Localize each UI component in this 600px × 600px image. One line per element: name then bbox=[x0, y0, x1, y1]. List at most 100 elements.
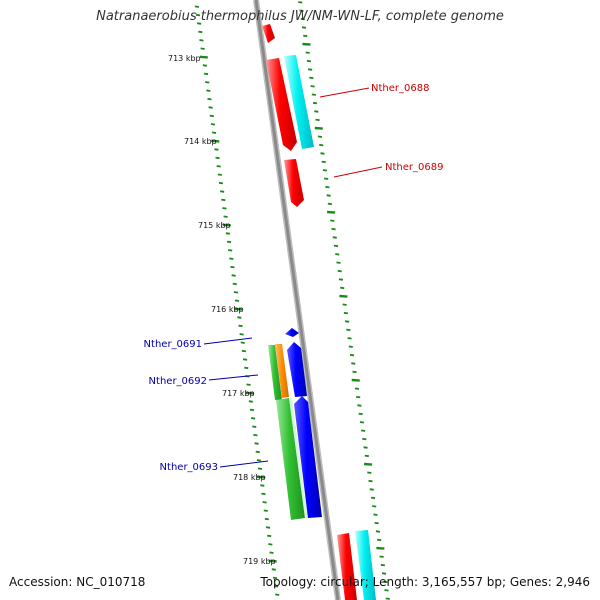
tick-minor-right bbox=[364, 454, 369, 458]
tick-minor-left bbox=[215, 156, 220, 160]
tick-minor-right bbox=[309, 76, 314, 80]
tick-label-715: 715 kbp bbox=[198, 221, 231, 230]
tick-minor-left bbox=[207, 97, 212, 101]
tick-minor-left bbox=[273, 585, 279, 588]
tick-minor-right bbox=[381, 572, 387, 575]
tick-minor-left bbox=[244, 366, 249, 370]
tick-minor-right bbox=[336, 261, 341, 264]
tick-minor-left bbox=[197, 22, 202, 25]
tick-major-left bbox=[234, 307, 243, 311]
tick-minor-left bbox=[228, 249, 233, 252]
tick-minor-right bbox=[342, 303, 347, 306]
tick-minor-left bbox=[268, 543, 273, 546]
tick-minor-left bbox=[221, 198, 226, 202]
tick-minor-right bbox=[358, 412, 363, 416]
tick-major-left bbox=[211, 139, 220, 143]
tick-minor-right bbox=[384, 589, 389, 592]
tick-marks bbox=[194, 1, 390, 600]
genome-meta-text: Topology: circular; Length: 3,165,557 bp… bbox=[260, 575, 590, 589]
tick-minor-right bbox=[333, 244, 339, 248]
leader-nther-0689 bbox=[333, 166, 383, 178]
tick-minor-left bbox=[253, 433, 258, 437]
tick-minor-right bbox=[320, 152, 325, 155]
tick-minor-right bbox=[346, 328, 351, 332]
tick-minor-left bbox=[239, 333, 244, 336]
genome-title: Natranaerobius thermophilus JW/NM-WN-LF,… bbox=[96, 9, 504, 24]
tick-minor-right bbox=[348, 345, 353, 348]
gene-label-nther-0691[interactable]: Nther_0691 bbox=[144, 339, 202, 350]
tick-minor-right bbox=[322, 169, 328, 172]
leader-nther-0688 bbox=[319, 87, 370, 98]
tick-minor-right bbox=[356, 395, 361, 399]
tick-minor-left bbox=[271, 568, 276, 571]
tick-minor-right bbox=[370, 496, 376, 500]
tick-major-right bbox=[327, 210, 336, 214]
gene-cyan-1 bbox=[284, 55, 314, 149]
tick-label-713: 713 kbp bbox=[168, 54, 201, 63]
gene-label-nther-0693[interactable]: Nther_0693 bbox=[160, 462, 218, 473]
tick-minor-right bbox=[360, 429, 366, 432]
tick-minor-left bbox=[261, 492, 266, 496]
tick-minor-right bbox=[354, 387, 360, 390]
tick-minor-left bbox=[230, 265, 235, 269]
gene-nther-0688 bbox=[266, 58, 297, 151]
tick-minor-right bbox=[363, 446, 368, 449]
tick-minor-left bbox=[248, 400, 253, 403]
tick-minor-right bbox=[379, 555, 384, 558]
tick-minor-left bbox=[234, 299, 240, 302]
tick-minor-right bbox=[301, 26, 307, 29]
tick-minor-right bbox=[373, 513, 378, 516]
tick-minor-right bbox=[375, 530, 381, 533]
tick-minor-left bbox=[219, 190, 225, 193]
gene-cyan-bottom bbox=[355, 530, 376, 600]
tick-major-left bbox=[257, 475, 266, 479]
tick-minor-left bbox=[208, 106, 213, 109]
tick-minor-left bbox=[232, 282, 237, 286]
gene-red-cyan-bottom-1 bbox=[337, 533, 357, 600]
gene-nther-0689 bbox=[284, 159, 304, 207]
tick-minor-left bbox=[205, 81, 210, 84]
tick-minor-right bbox=[314, 110, 319, 113]
gene-nther-0691 bbox=[287, 342, 307, 397]
tick-minor-right bbox=[308, 68, 313, 71]
tick-minor-right bbox=[321, 160, 326, 164]
tick-minor-right bbox=[338, 278, 344, 281]
tick-minor-right bbox=[324, 177, 329, 180]
gene-label-nther-0689[interactable]: Nther_0689 bbox=[385, 162, 443, 173]
tick-minor-right bbox=[332, 236, 337, 239]
tick-minor-left bbox=[217, 173, 222, 176]
tick-major-left bbox=[245, 391, 254, 395]
tick-minor-left bbox=[240, 341, 245, 344]
tick-minor-right bbox=[383, 580, 388, 584]
tick-minor-left bbox=[214, 148, 219, 151]
tick-major-right bbox=[302, 42, 311, 46]
tick-minor-left bbox=[263, 509, 268, 512]
tick-minor-left bbox=[233, 291, 239, 294]
tick-minor-right bbox=[380, 563, 385, 567]
gene-nther-0693-pale bbox=[289, 398, 308, 518]
gene-label-nther-0688[interactable]: Nther_0688 bbox=[371, 83, 429, 94]
tick-minor-right bbox=[312, 101, 318, 105]
tick-minor-right bbox=[311, 93, 316, 96]
tick-minor-right bbox=[367, 471, 372, 474]
tick-minor-left bbox=[225, 232, 231, 235]
tick-minor-left bbox=[195, 13, 201, 17]
tick-minor-right bbox=[303, 34, 308, 38]
tick-minor-right bbox=[385, 597, 390, 600]
tick-minor-left bbox=[199, 39, 204, 42]
tick-minor-right bbox=[372, 505, 377, 508]
tick-minor-left bbox=[216, 165, 221, 168]
tick-minor-left bbox=[262, 501, 267, 504]
gene-red-top bbox=[262, 24, 275, 43]
tick-label-716: 716 kbp bbox=[211, 305, 244, 314]
tick-minor-left bbox=[206, 89, 211, 92]
tick-major-left bbox=[268, 559, 277, 563]
tick-minor-right bbox=[347, 337, 352, 340]
tick-minor-right bbox=[352, 370, 357, 374]
gene-label-nther-0692[interactable]: Nther_0692 bbox=[149, 376, 207, 387]
gene-nther-0693 bbox=[276, 398, 305, 520]
gene-blue-long bbox=[294, 396, 322, 518]
tick-minor-left bbox=[211, 131, 217, 134]
tick-minor-left bbox=[242, 358, 248, 361]
